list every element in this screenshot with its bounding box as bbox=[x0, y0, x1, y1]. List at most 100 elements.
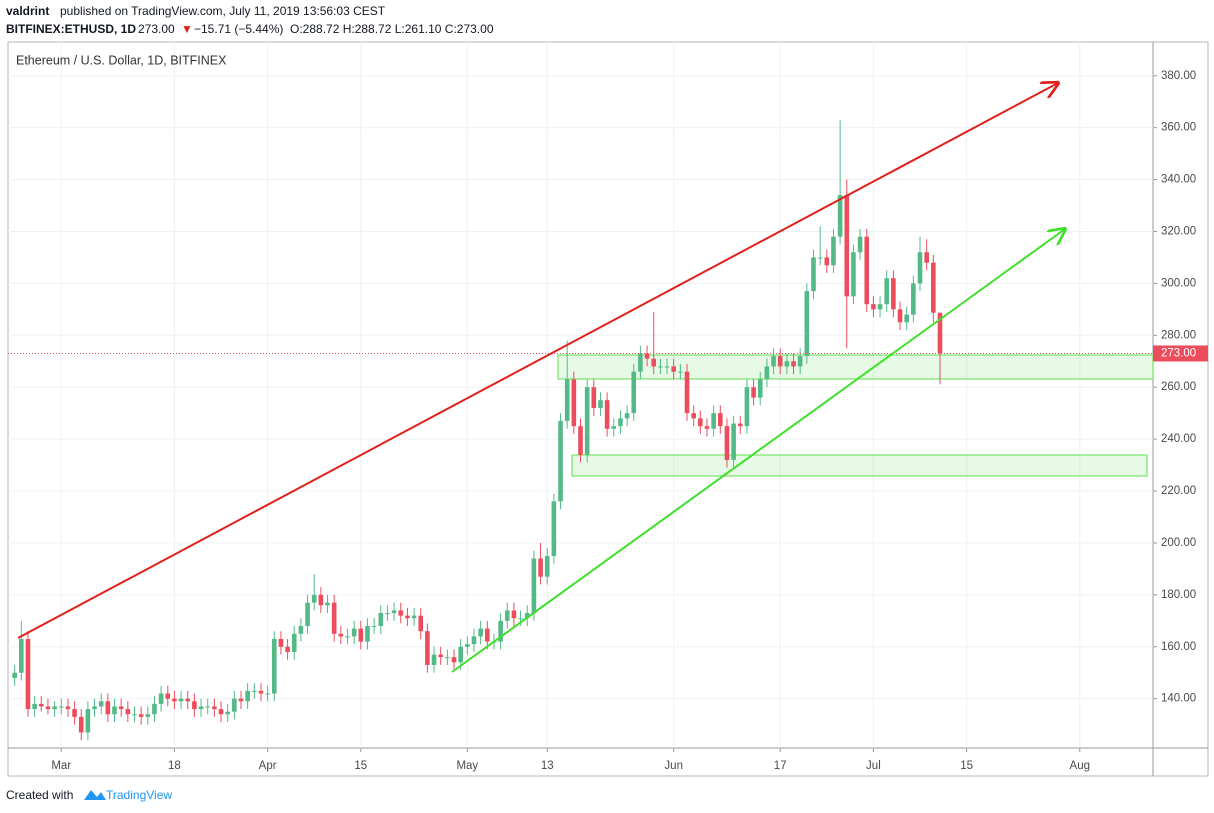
x-tick-label: 18 bbox=[168, 760, 181, 772]
candle-body bbox=[465, 644, 470, 647]
candle-body bbox=[52, 706, 57, 710]
candle-body bbox=[698, 418, 703, 427]
y-tick-label: 240.00 bbox=[1161, 433, 1196, 445]
candle-body bbox=[398, 610, 404, 616]
candle-body bbox=[777, 356, 783, 367]
candle-body bbox=[851, 252, 856, 297]
candle-body bbox=[584, 387, 590, 455]
trend-line bbox=[17, 83, 1058, 639]
candle-body bbox=[65, 706, 71, 710]
candle-body bbox=[471, 636, 477, 645]
candle-body bbox=[338, 633, 344, 637]
author[interactable]: valdrint bbox=[6, 4, 49, 18]
x-tick-label: May bbox=[456, 760, 478, 772]
candle-body bbox=[678, 371, 683, 373]
candle-body bbox=[831, 236, 836, 266]
last-price-label: 273.00 bbox=[1161, 348, 1196, 360]
candle-body bbox=[744, 387, 750, 427]
candle-body bbox=[92, 706, 97, 710]
zone bbox=[557, 354, 1154, 380]
candle-body bbox=[618, 418, 623, 427]
candle-body bbox=[25, 638, 31, 710]
y-tick-label: 320.00 bbox=[1161, 226, 1196, 238]
x-tick-label: Mar bbox=[51, 760, 71, 772]
candle-body bbox=[624, 413, 630, 419]
candle-body bbox=[12, 672, 17, 678]
candle-body bbox=[757, 379, 763, 398]
candle-body bbox=[671, 366, 676, 372]
candle-body bbox=[331, 602, 337, 634]
x-tick-label: Apr bbox=[259, 760, 277, 772]
candle-body bbox=[717, 413, 723, 427]
candle-body bbox=[897, 309, 903, 323]
candle-body bbox=[924, 252, 929, 263]
x-tick-label: Jun bbox=[664, 760, 683, 772]
candle-body bbox=[937, 312, 943, 354]
x-tick-label: Aug bbox=[1070, 760, 1090, 772]
header-arrow: ▼ bbox=[181, 22, 193, 36]
trend-line bbox=[451, 229, 1065, 673]
candle-body bbox=[797, 356, 803, 367]
footer-brand[interactable]: TradingView bbox=[106, 788, 172, 802]
candle-body bbox=[704, 426, 710, 429]
candle-body bbox=[591, 387, 597, 408]
candle-body bbox=[385, 613, 390, 615]
candle-body bbox=[112, 706, 117, 715]
candle-body bbox=[418, 615, 424, 632]
candle-body bbox=[178, 698, 184, 702]
candle-body bbox=[684, 371, 690, 414]
x-tick-label: 15 bbox=[354, 760, 367, 772]
candle-body bbox=[325, 602, 330, 606]
x-tick-label: 17 bbox=[774, 760, 787, 772]
candle-body bbox=[611, 426, 617, 429]
candle-body bbox=[411, 615, 417, 619]
candle-body bbox=[445, 657, 450, 659]
y-tick-label: 200.00 bbox=[1161, 537, 1196, 549]
candle-body bbox=[351, 628, 357, 637]
candle-body bbox=[811, 257, 816, 292]
x-tick-label: 15 bbox=[960, 760, 973, 772]
y-tick-label: 280.00 bbox=[1161, 329, 1196, 341]
y-tick-label: 220.00 bbox=[1161, 485, 1196, 497]
y-tick-label: 260.00 bbox=[1161, 381, 1196, 393]
candle-body bbox=[285, 646, 290, 652]
candle-body bbox=[258, 690, 264, 694]
candle-body bbox=[538, 558, 543, 577]
zone bbox=[571, 454, 1148, 477]
candle-body bbox=[425, 631, 430, 665]
candle-body bbox=[458, 646, 463, 663]
candle-body bbox=[278, 638, 284, 647]
x-tick-label: Jul bbox=[866, 760, 881, 772]
candle-body bbox=[78, 716, 84, 733]
candle-body bbox=[691, 413, 696, 419]
candle-body bbox=[232, 698, 237, 712]
candle-body bbox=[165, 693, 171, 699]
published: published on TradingView.com, July 11, 2… bbox=[60, 4, 386, 18]
candle-body bbox=[571, 379, 577, 427]
candle-body bbox=[658, 366, 663, 368]
candle-body bbox=[212, 706, 217, 710]
candle-body bbox=[145, 714, 151, 717]
candle-body bbox=[378, 613, 384, 627]
candle-body bbox=[118, 706, 124, 710]
candle-body bbox=[518, 618, 523, 620]
candle-body bbox=[198, 706, 204, 710]
candle-body bbox=[152, 703, 157, 715]
candle-body bbox=[737, 423, 743, 427]
candle-body bbox=[405, 615, 410, 619]
candle-body bbox=[318, 594, 324, 606]
candle-body bbox=[125, 709, 131, 715]
candle-body bbox=[451, 657, 457, 663]
candle-body bbox=[311, 594, 317, 603]
y-tick-label: 160.00 bbox=[1161, 641, 1196, 653]
candle-body bbox=[771, 356, 776, 367]
y-tick-label: 300.00 bbox=[1161, 277, 1196, 289]
candle-body bbox=[791, 361, 796, 367]
candle-body bbox=[298, 626, 304, 634]
candle-body bbox=[105, 701, 111, 715]
candle-body bbox=[38, 703, 44, 707]
candle-body bbox=[631, 371, 637, 414]
candle-body bbox=[158, 693, 164, 704]
candle-body bbox=[485, 628, 490, 642]
